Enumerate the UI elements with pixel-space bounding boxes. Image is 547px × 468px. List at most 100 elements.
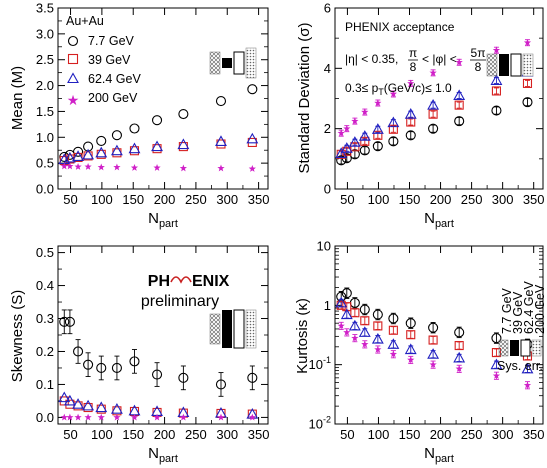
- sys-err-boxes: [209, 47, 257, 79]
- legend-marker-62-4: [67, 72, 79, 84]
- data-point-200-gev: [343, 124, 351, 132]
- y-axis-label: Standard Deviation (σ): [296, 22, 313, 173]
- y-tick-label: 2: [324, 121, 331, 136]
- data-point-7-7-gev: [178, 372, 189, 383]
- phenix-logo-sub: preliminary: [141, 293, 219, 310]
- x-axis-label-main: N: [148, 210, 159, 227]
- x-tick-label: 300: [216, 192, 238, 207]
- data-point-62-4-gev: [151, 140, 163, 152]
- sys-box-62-4: [233, 51, 245, 75]
- data-point-39-gev: [360, 316, 370, 326]
- data-point-200-gev: [429, 360, 437, 368]
- data-point-200-gev: [217, 413, 225, 421]
- data-point-200-gev: [74, 413, 82, 421]
- legend-marker-39: [67, 53, 79, 65]
- sys-box-200: [245, 47, 257, 79]
- data-point-39-gev: [360, 136, 370, 146]
- y-tick-label: 0.2: [36, 344, 54, 359]
- data-point-200-gev: [374, 99, 382, 107]
- data-point-62-4-gev: [72, 398, 84, 409]
- y-tick-label: 4: [324, 61, 331, 76]
- y-tick-label: 0.0: [36, 410, 54, 425]
- x-tick-label: 200: [430, 427, 452, 442]
- data-point-62-4-gev: [215, 135, 227, 146]
- legend-entry-62-4: 62.4 GeV: [67, 72, 141, 86]
- data-point-200-gev: [130, 413, 139, 421]
- y-tick-label: 0.5: [36, 156, 54, 171]
- x-tick-label: 150: [399, 427, 421, 442]
- data-point-39-gev: [350, 308, 360, 318]
- x-axis-label-main: N: [424, 445, 435, 462]
- data-point-7-7-gev: [215, 379, 227, 390]
- data-point-200-gev: [343, 328, 351, 336]
- data-point-62-4-gev: [110, 144, 123, 156]
- annotation-phi: < |φ| <: [422, 52, 457, 66]
- annotation-title: PHENIX acceptance: [345, 20, 455, 34]
- x-tick-label: 100: [368, 192, 390, 207]
- y-tick-base: 10: [317, 239, 331, 254]
- data-point-200-gev: [153, 164, 161, 171]
- data-point-62-4-gev: [453, 89, 466, 101]
- data-point-7-7-gev: [96, 135, 107, 146]
- data-point-200-gev: [84, 413, 92, 421]
- data-point-7-7-gev: [83, 359, 94, 370]
- data-point-200-gev: [389, 350, 397, 358]
- x-axis-label-main: N: [148, 445, 159, 462]
- data-point-200-gev: [523, 38, 532, 46]
- data-point-200-gev: [455, 58, 463, 66]
- data-point-7-7-gev: [129, 123, 140, 134]
- data-point-62-4-gev: [404, 108, 417, 119]
- data-point-7-7-gev: [73, 146, 84, 157]
- data-point-62-4-gev: [453, 351, 466, 363]
- sys-box-39: [222, 58, 232, 68]
- sys-box-39: [499, 54, 509, 76]
- sys-box-39: [222, 310, 232, 348]
- data-point-7-7-gev: [491, 105, 502, 116]
- data-point-200-gev: [407, 79, 415, 87]
- annotation-frac1-num: π: [409, 46, 417, 60]
- x-tick-label: 200: [430, 192, 452, 207]
- data-point-200-gev: [455, 365, 463, 372]
- data-point-62-4-gev: [427, 348, 440, 359]
- data-point-62-4-gev: [58, 391, 71, 403]
- data-point-200-gev: [97, 163, 105, 171]
- data-point-200-gev: [66, 413, 74, 421]
- sys-box-62-4: [520, 339, 531, 357]
- data-point-200-gev: [130, 164, 139, 171]
- data-point-62-4-gev: [340, 142, 353, 153]
- legend-label-7-7: 7.7 GeV: [500, 287, 514, 334]
- x-axis-label-main: N: [424, 210, 435, 227]
- data-point-7-7-gev: [428, 322, 439, 333]
- x-tick-label: 250: [185, 192, 207, 207]
- data-point-39-gev: [373, 321, 383, 331]
- y-tick-exp: -2: [323, 415, 331, 425]
- data-point-200-gev: [361, 340, 369, 348]
- y-tick-label: 0.5: [36, 245, 54, 260]
- data-point-7-7-gev: [405, 130, 416, 141]
- y-tick-label: 0.1: [36, 377, 54, 392]
- sys-err-boxes: [209, 309, 257, 349]
- annotation-frac2-den: 8: [475, 60, 482, 74]
- data-point-7-7-gev: [73, 346, 84, 357]
- x-tick-label: 50: [63, 427, 77, 442]
- data-point-39-gev: [454, 100, 464, 110]
- data-point-200-gev: [60, 413, 68, 421]
- x-tick-label: 300: [492, 192, 514, 207]
- sys-err-label: Sys. err.: [497, 359, 543, 373]
- sys-box-200: [531, 339, 542, 357]
- data-point-200-gev: [97, 413, 105, 421]
- data-point-39-gev: [491, 86, 501, 96]
- y-tick-label: 10: [317, 239, 331, 254]
- sys-box-200: [522, 53, 534, 77]
- y-tick-base: 1: [324, 298, 331, 313]
- data-point-39-gev: [406, 330, 416, 340]
- y-tick-label: 1: [324, 298, 331, 313]
- data-point-62-4-gev: [358, 130, 371, 141]
- y-axis-label: Mean (M): [9, 66, 26, 130]
- data-point-7-7-gev: [372, 141, 383, 152]
- data-point-200-gev: [74, 162, 82, 170]
- y-axis-label: Skewness (S): [9, 290, 26, 383]
- data-point-62-4-gev: [371, 332, 384, 344]
- y-tick-label: 2.5: [36, 52, 54, 67]
- y-tick-label: 1.5: [36, 104, 54, 119]
